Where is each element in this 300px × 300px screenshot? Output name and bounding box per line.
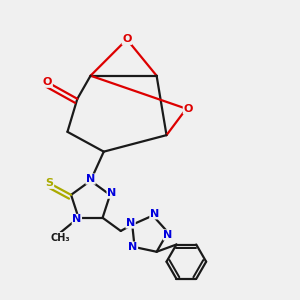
Text: CH₃: CH₃ — [50, 232, 70, 243]
Text: N: N — [72, 214, 82, 224]
Text: S: S — [46, 178, 54, 188]
Text: O: O — [43, 77, 52, 87]
Text: N: N — [126, 218, 135, 228]
Text: N: N — [128, 242, 138, 252]
Text: N: N — [150, 209, 159, 219]
Text: N: N — [163, 230, 172, 240]
Text: N: N — [86, 174, 95, 184]
Text: O: O — [122, 34, 132, 44]
Text: O: O — [183, 104, 193, 114]
Text: N: N — [107, 188, 116, 198]
